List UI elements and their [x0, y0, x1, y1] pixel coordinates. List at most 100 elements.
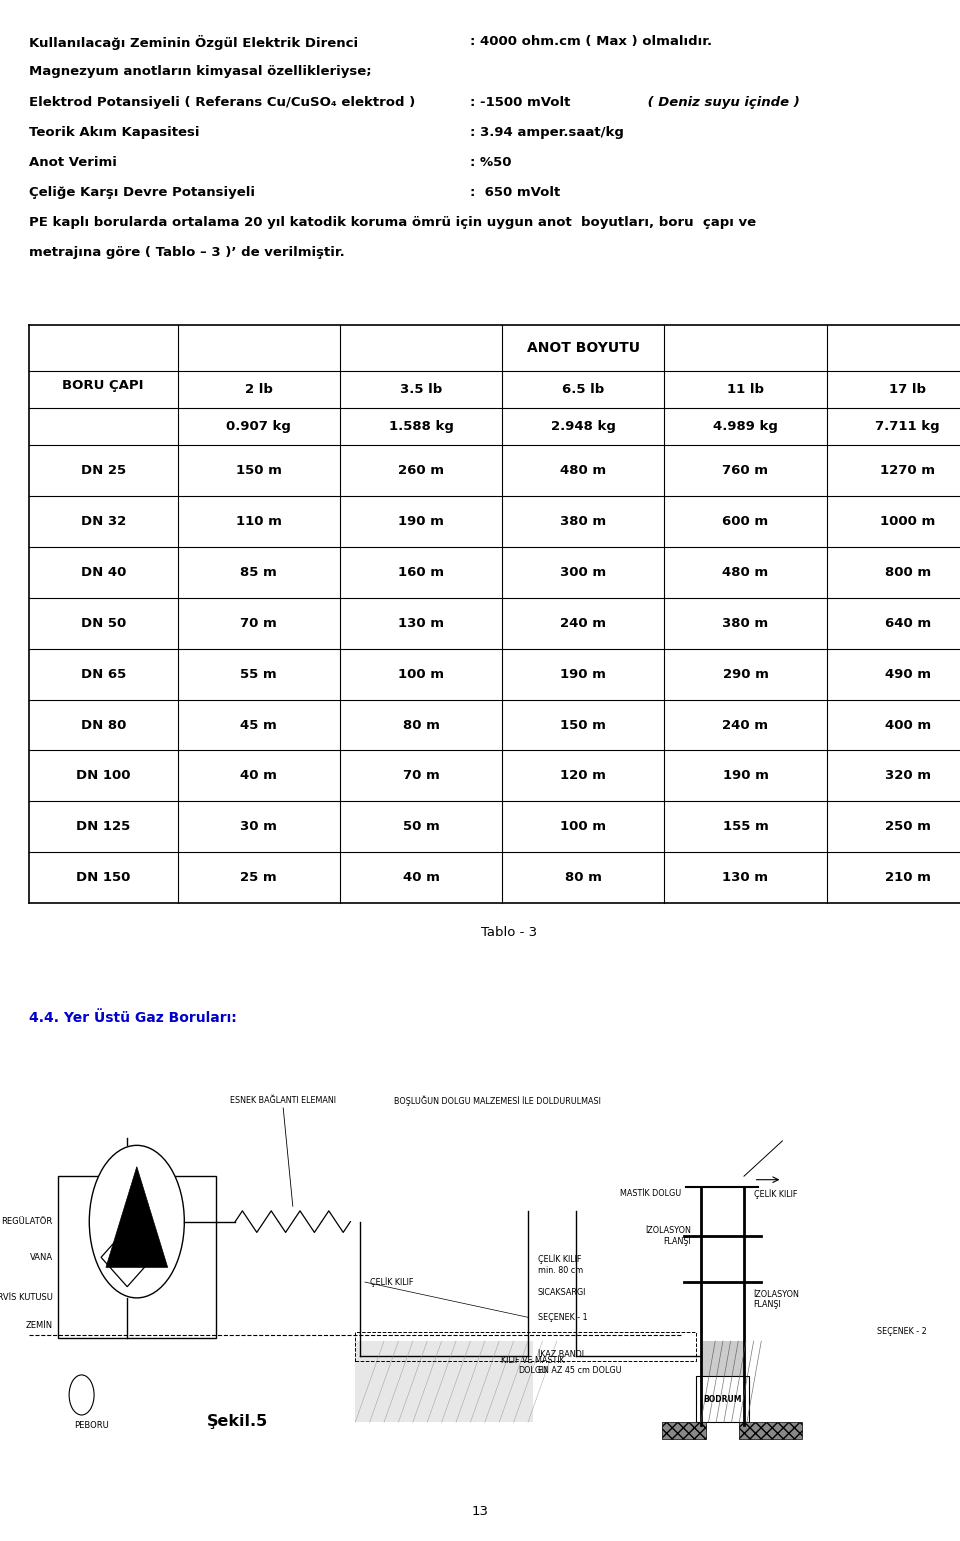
Text: 70 m: 70 m	[240, 616, 277, 630]
Text: : 3.94 amper.saat/kg: : 3.94 amper.saat/kg	[470, 125, 624, 139]
Text: 760 m: 760 m	[723, 464, 768, 478]
Text: 70 m: 70 m	[402, 769, 440, 783]
Polygon shape	[739, 1422, 802, 1439]
Polygon shape	[696, 1376, 749, 1422]
Text: 50 m: 50 m	[402, 820, 440, 834]
Text: Kullanılacağı Zeminin Özgül Elektrik Direnci: Kullanılacağı Zeminin Özgül Elektrik Dir…	[29, 35, 358, 51]
Text: 160 m: 160 m	[398, 566, 444, 579]
Text: ESNEK BAĞLANTI ELEMANI: ESNEK BAĞLANTI ELEMANI	[230, 1096, 336, 1105]
Text: ANOT BOYUTU: ANOT BOYUTU	[527, 341, 639, 356]
Text: KILIF VE MASTİK
DOLGU: KILIF VE MASTİK DOLGU	[501, 1356, 564, 1376]
Text: DN 150: DN 150	[76, 871, 131, 885]
Text: PEBORU: PEBORU	[74, 1421, 108, 1430]
Text: 380 m: 380 m	[722, 616, 769, 630]
Text: DN 65: DN 65	[81, 667, 126, 681]
Text: DN 125: DN 125	[76, 820, 131, 834]
Text: 150 m: 150 m	[236, 464, 281, 478]
Text: 80 m: 80 m	[564, 871, 602, 885]
Text: DN 80: DN 80	[81, 718, 126, 732]
Text: DN 40: DN 40	[81, 566, 126, 579]
Text: 190 m: 190 m	[723, 769, 768, 783]
Text: 4.4. Yer Üstü Gaz Boruları:: 4.4. Yer Üstü Gaz Boruları:	[29, 1011, 236, 1025]
Text: İKAZ BANDI: İKAZ BANDI	[538, 1350, 584, 1359]
Text: 100 m: 100 m	[561, 820, 606, 834]
Text: Magnezyum anotların kimyasal özellikleriyse;: Magnezyum anotların kimyasal özellikleri…	[29, 66, 372, 79]
Text: 250 m: 250 m	[885, 820, 930, 834]
Text: 2.948 kg: 2.948 kg	[551, 421, 615, 433]
Text: 290 m: 290 m	[723, 667, 768, 681]
Text: SEÇENEK - 2: SEÇENEK - 2	[876, 1327, 926, 1336]
Text: 11 lb: 11 lb	[727, 384, 764, 396]
Text: 800 m: 800 m	[884, 566, 931, 579]
Text: Teorik Akım Kapasitesi: Teorik Akım Kapasitesi	[29, 125, 200, 139]
Text: 240 m: 240 m	[723, 718, 768, 732]
Text: SICAKSARGI: SICAKSARGI	[538, 1288, 586, 1298]
Text: 155 m: 155 m	[723, 820, 768, 834]
Text: EN AZ 45 cm DOLGU: EN AZ 45 cm DOLGU	[538, 1365, 621, 1375]
Text: : 4000 ohm.cm ( Max ) olmalıdır.: : 4000 ohm.cm ( Max ) olmalıdır.	[470, 35, 712, 48]
Text: 190 m: 190 m	[561, 667, 606, 681]
Text: 600 m: 600 m	[722, 515, 769, 529]
Text: İZOLASYON
FLANŞI: İZOLASYON FLANŞI	[754, 1290, 800, 1310]
Text: 1000 m: 1000 m	[880, 515, 935, 529]
Text: 110 m: 110 m	[236, 515, 281, 529]
Text: Tablo - 3: Tablo - 3	[481, 926, 537, 938]
Text: Elektrod Potansiyeli ( Referans Cu/CuSO₄ elektrod ): Elektrod Potansiyeli ( Referans Cu/CuSO₄…	[29, 96, 415, 108]
Text: 0.907 kg: 0.907 kg	[227, 421, 291, 433]
Text: BOŞLUĞUN DOLGU MALZEMESİ İLE DOLDURULMASI: BOŞLUĞUN DOLGU MALZEMESİ İLE DOLDURULMAS…	[394, 1096, 600, 1106]
Text: ÇELİK KILIF: ÇELİK KILIF	[754, 1188, 797, 1199]
Text: 6.5 lb: 6.5 lb	[562, 384, 605, 396]
Text: 380 m: 380 m	[560, 515, 607, 529]
Text: ZEMİN: ZEMİN	[26, 1321, 53, 1330]
Text: DN 32: DN 32	[81, 515, 126, 529]
Text: 30 m: 30 m	[240, 820, 277, 834]
Text: 80 m: 80 m	[402, 718, 440, 732]
Text: MASTİK DOLGU: MASTİK DOLGU	[620, 1190, 682, 1199]
Text: 480 m: 480 m	[560, 464, 607, 478]
Circle shape	[89, 1145, 184, 1298]
Text: DN 50: DN 50	[81, 616, 126, 630]
Text: 120 m: 120 m	[561, 769, 606, 783]
Text: 1.588 kg: 1.588 kg	[389, 421, 453, 433]
Text: 490 m: 490 m	[885, 667, 930, 681]
Text: Şekil.5: Şekil.5	[207, 1413, 268, 1429]
Text: 13: 13	[471, 1506, 489, 1518]
Polygon shape	[662, 1422, 706, 1439]
Text: PE kaplı borularda ortalama 20 yıl katodik koruma ömrü için uygun anot  boyutlar: PE kaplı borularda ortalama 20 yıl katod…	[29, 216, 756, 228]
Text: 4.989 kg: 4.989 kg	[713, 421, 778, 433]
Text: 2 lb: 2 lb	[245, 384, 273, 396]
Text: İZOLASYON
FLANŞI: İZOLASYON FLANŞI	[645, 1227, 691, 1245]
Text: 1270 m: 1270 m	[880, 464, 935, 478]
Text: DN 100: DN 100	[76, 769, 131, 783]
Text: 130 m: 130 m	[723, 871, 768, 885]
Text: : %50: : %50	[470, 156, 512, 168]
Text: Çeliğe Karşı Devre Potansiyeli: Çeliğe Karşı Devre Potansiyeli	[29, 185, 254, 199]
Text: VANA: VANA	[30, 1253, 53, 1262]
Text: 260 m: 260 m	[398, 464, 444, 478]
Text: 17 lb: 17 lb	[889, 384, 926, 396]
Text: 40 m: 40 m	[240, 769, 277, 783]
Text: 640 m: 640 m	[884, 616, 931, 630]
Text: 190 m: 190 m	[398, 515, 444, 529]
Text: 480 m: 480 m	[722, 566, 769, 579]
Text: 320 m: 320 m	[885, 769, 930, 783]
Text: 240 m: 240 m	[561, 616, 606, 630]
Text: BODRUM: BODRUM	[703, 1395, 742, 1404]
Text: ( Deniz suyu içinde ): ( Deniz suyu içinde )	[643, 96, 800, 108]
Text: REGÜLATÖR: REGÜLATÖR	[2, 1217, 53, 1227]
Text: 150 m: 150 m	[561, 718, 606, 732]
Text: 40 m: 40 m	[402, 871, 440, 885]
Text: DN 25: DN 25	[81, 464, 126, 478]
Text: BORU ÇAPI: BORU ÇAPI	[62, 379, 144, 391]
Text: :  650 mVolt: : 650 mVolt	[470, 185, 561, 199]
Text: SERVİS KUTUSU: SERVİS KUTUSU	[0, 1293, 53, 1302]
Text: metrajına göre ( Tablo – 3 )’ de verilmiştir.: metrajına göre ( Tablo – 3 )’ de verilmi…	[29, 245, 345, 259]
Text: : -1500 mVolt: : -1500 mVolt	[470, 96, 571, 108]
Text: 7.711 kg: 7.711 kg	[876, 421, 940, 433]
Text: 300 m: 300 m	[560, 566, 607, 579]
Text: 85 m: 85 m	[240, 566, 277, 579]
Text: 55 m: 55 m	[240, 667, 277, 681]
Text: 130 m: 130 m	[398, 616, 444, 630]
Text: 3.5 lb: 3.5 lb	[399, 384, 443, 396]
Text: 45 m: 45 m	[240, 718, 277, 732]
